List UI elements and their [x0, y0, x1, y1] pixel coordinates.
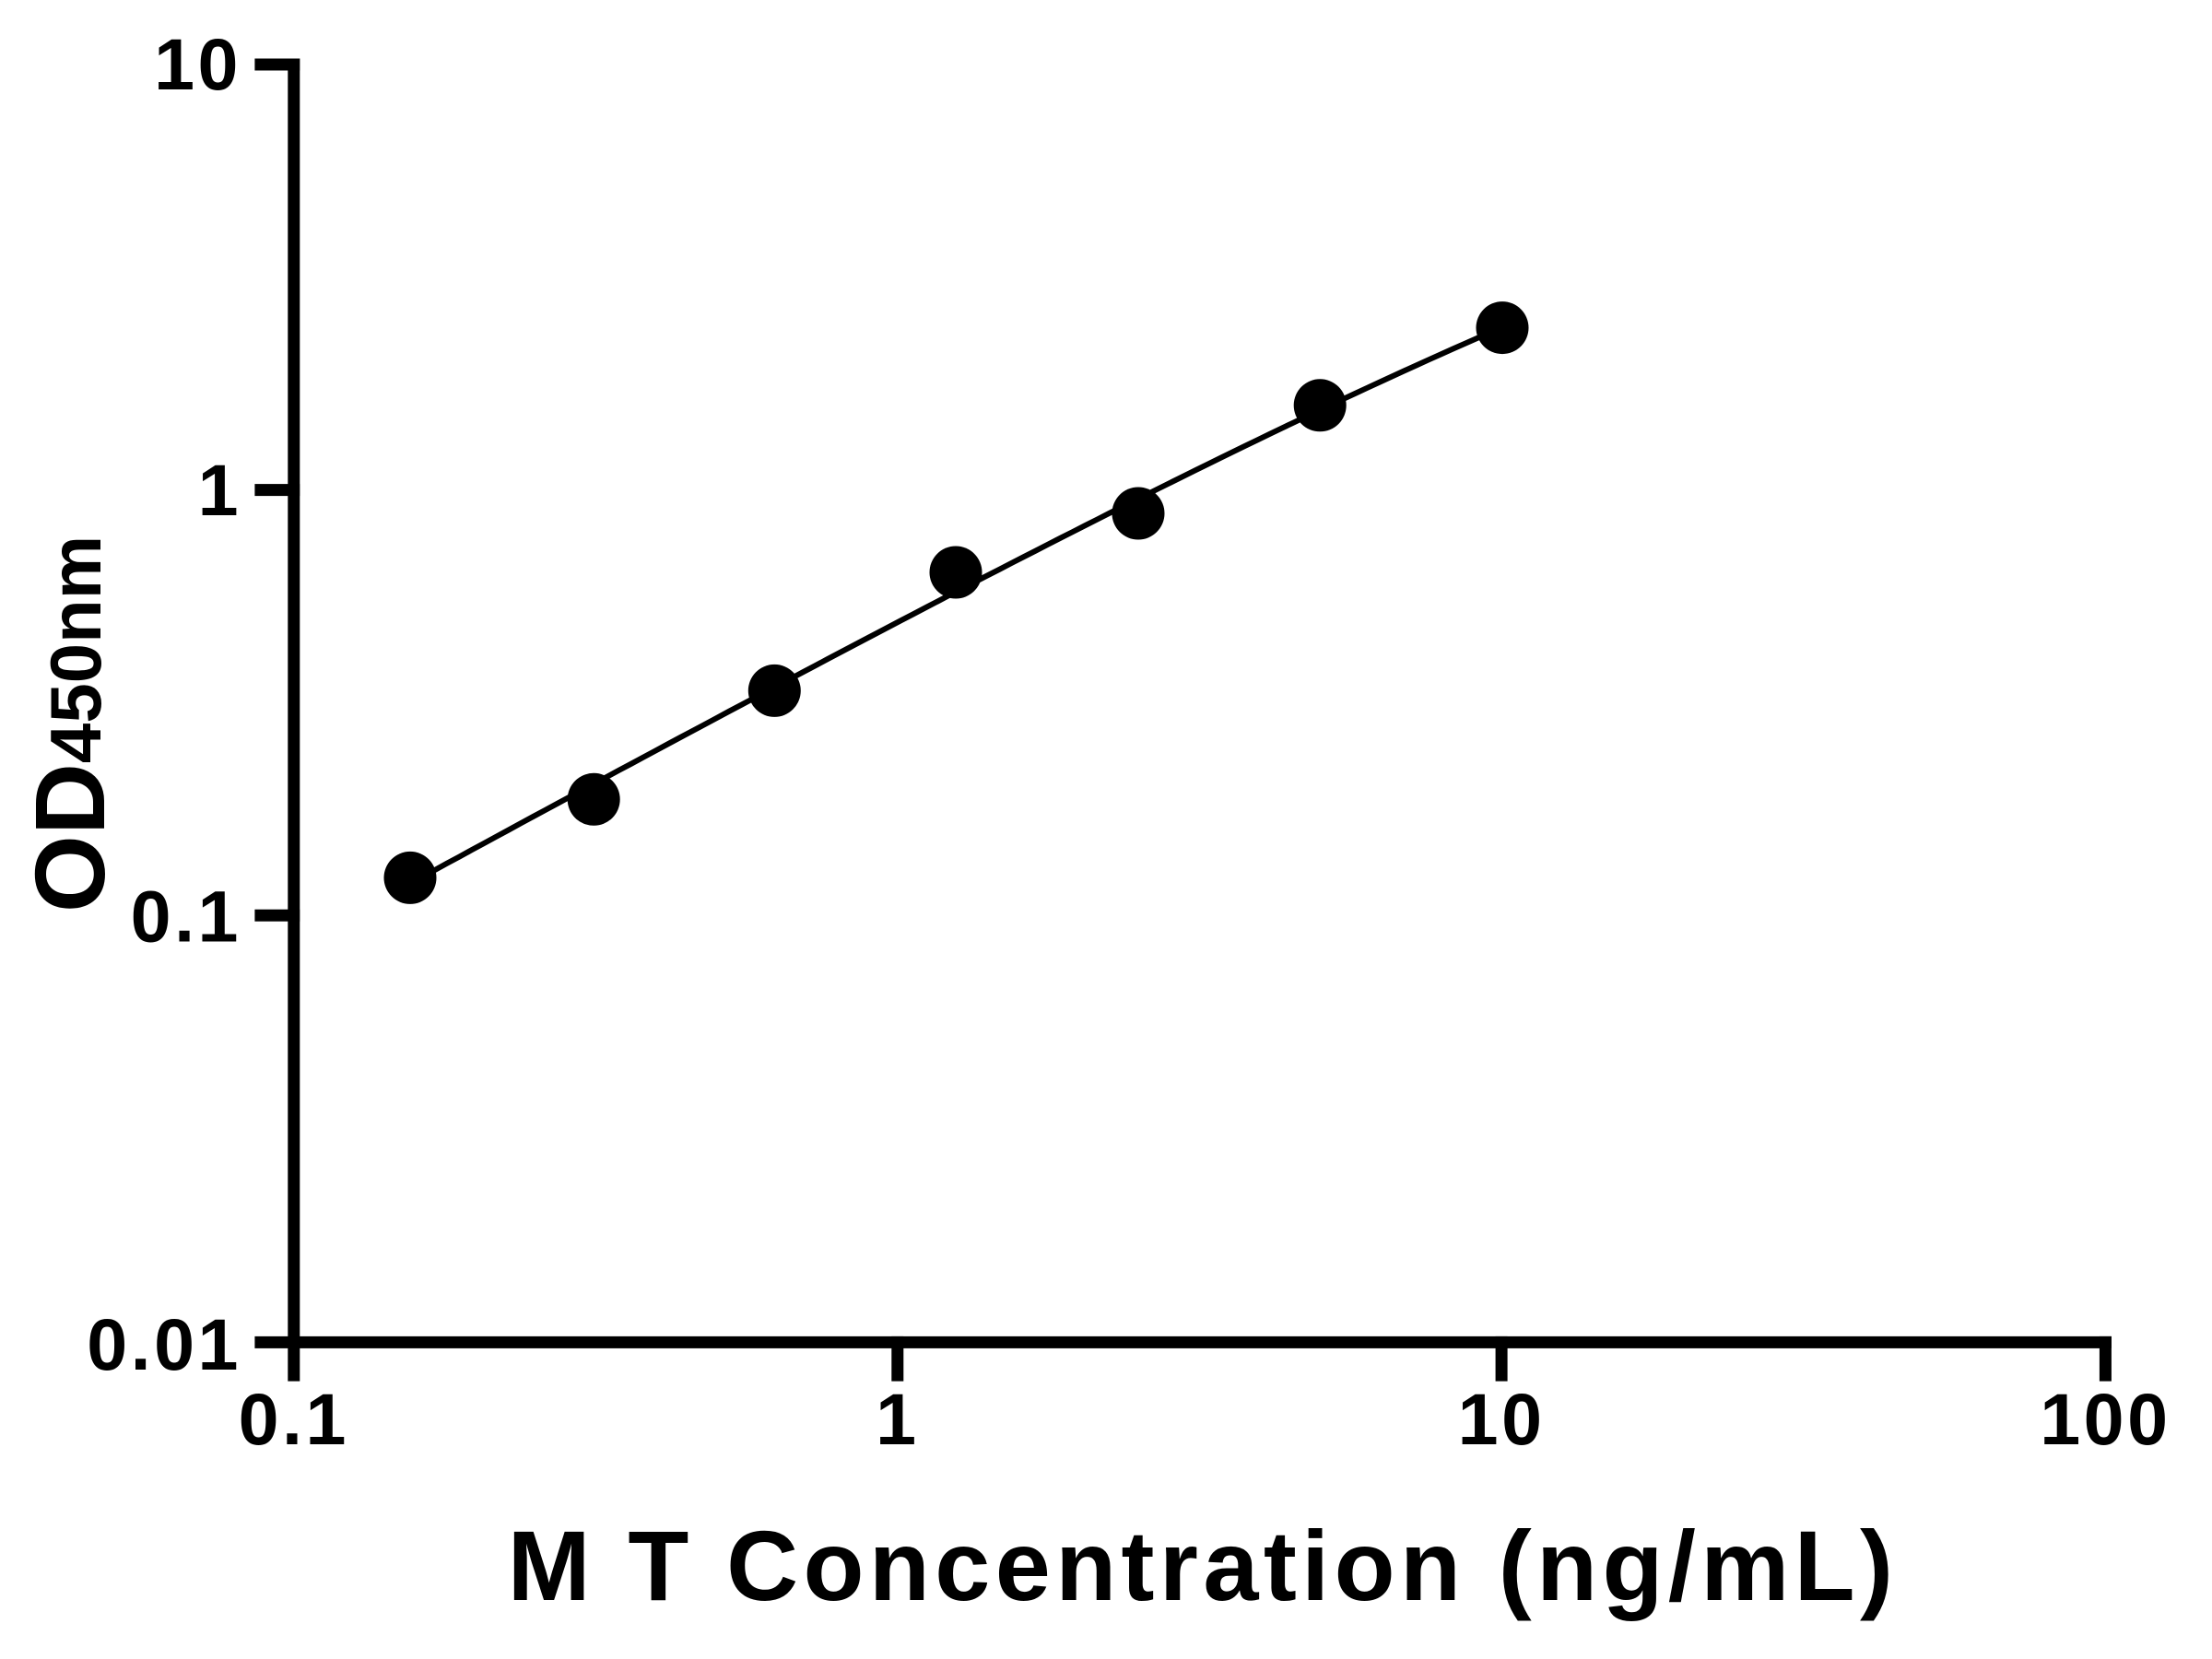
svg-text:10: 10 [1458, 1378, 1546, 1460]
svg-text:10: 10 [154, 23, 241, 105]
svg-text:0.01: 0.01 [87, 1303, 241, 1385]
svg-text:0.1: 0.1 [131, 875, 241, 957]
svg-text:M T Concentration (ng/mL): M T Concentration (ng/mL) [508, 1510, 1899, 1621]
svg-text:1: 1 [876, 1378, 919, 1460]
svg-text:1: 1 [198, 449, 241, 531]
svg-text:100: 100 [2040, 1378, 2171, 1460]
svg-text:0.1: 0.1 [239, 1378, 349, 1460]
svg-text:OD450nm: OD450nm [14, 535, 125, 912]
